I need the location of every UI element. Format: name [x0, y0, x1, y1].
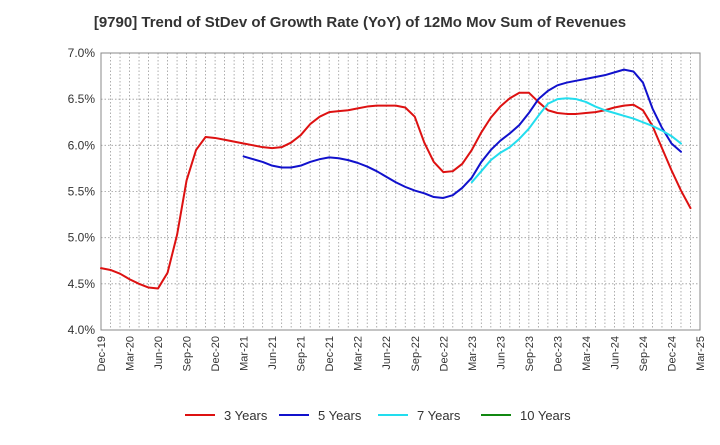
x-tick-label: Sep-23 — [524, 336, 536, 371]
legend-label: 3 Years — [224, 408, 268, 423]
x-tick-label: Mar-21 — [239, 336, 251, 371]
y-tick-label: 5.0% — [68, 231, 96, 245]
x-tick-label: Mar-22 — [353, 336, 365, 371]
x-tick-label: Dec-21 — [324, 336, 336, 371]
y-tick-label: 7.0% — [68, 46, 96, 60]
x-tick-label: Jun-20 — [153, 336, 165, 370]
plot-area — [101, 53, 700, 330]
x-tick-label: Dec-19 — [96, 336, 108, 371]
x-tick-label: Mar-20 — [125, 336, 137, 371]
x-tick-label: Jun-24 — [609, 336, 621, 370]
x-tick-label: Dec-23 — [552, 336, 564, 371]
x-tick-label: Dec-20 — [210, 336, 222, 371]
x-tick-label: Sep-21 — [296, 336, 308, 371]
x-tick-label: Sep-24 — [638, 336, 650, 371]
legend-label: 10 Years — [520, 408, 571, 423]
chart-title: [9790] Trend of StDev of Growth Rate (Yo… — [93, 14, 627, 31]
x-tick-label: Sep-22 — [410, 336, 422, 371]
x-tick-label: Dec-24 — [666, 336, 678, 371]
y-tick-label: 6.5% — [68, 92, 96, 106]
plot-border — [100, 52, 701, 331]
x-tick-label: Mar-23 — [467, 336, 479, 371]
x-tick-label: Dec-22 — [438, 336, 450, 371]
x-tick-label: Mar-25 — [695, 336, 707, 371]
x-tick-label: Mar-24 — [581, 336, 593, 371]
x-tick-label: Jun-21 — [267, 336, 279, 370]
series-line-3-years — [100, 91, 692, 290]
y-tick-label: 6.0% — [68, 138, 96, 152]
y-tick-label: 5.5% — [68, 185, 96, 199]
series-line-7-years — [470, 97, 682, 184]
legend-label: 5 Years — [318, 408, 362, 423]
x-tick-label: Sep-20 — [182, 336, 194, 371]
y-tick-label: 4.5% — [68, 277, 96, 291]
y-tick-label: 4.0% — [68, 323, 96, 337]
legend-label: 7 Years — [417, 408, 461, 423]
x-tick-label: Jun-22 — [381, 336, 393, 370]
series-line-5-years — [242, 68, 682, 199]
x-tick-label: Jun-23 — [495, 336, 507, 370]
